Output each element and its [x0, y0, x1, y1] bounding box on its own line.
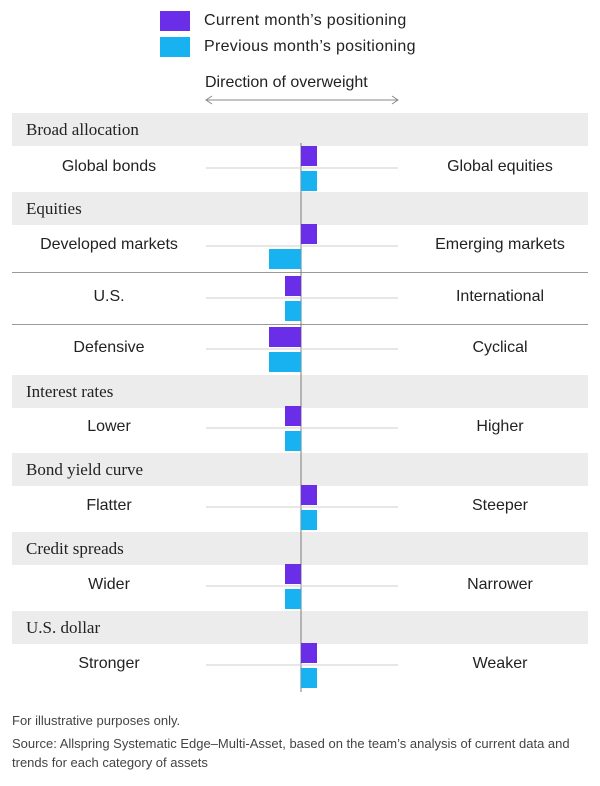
bar-current	[285, 276, 301, 296]
row-divider	[12, 324, 588, 325]
section-header: Equities	[12, 192, 588, 225]
section-header: U.S. dollar	[12, 611, 588, 644]
legend-label-previous: Previous month’s positioning	[204, 38, 416, 55]
row-divider	[12, 272, 588, 273]
bar-current	[269, 327, 301, 347]
bar-previous	[285, 431, 301, 451]
row-right-label: Steeper	[471, 497, 529, 514]
bar-current	[285, 564, 301, 584]
section-header: Broad allocation	[12, 113, 588, 146]
row-right-label: Cyclical	[472, 339, 528, 356]
bar-current	[301, 643, 317, 663]
row-right-label: Narrower	[467, 576, 533, 593]
row-left-label: Global bonds	[61, 158, 157, 175]
row-right-label: Higher	[476, 418, 524, 435]
row-left-label: Flatter	[86, 497, 132, 514]
legend-item-previous: Previous month’s positioning	[160, 37, 416, 57]
section-header: Bond yield curve	[12, 453, 588, 486]
row-left-label: Defensive	[73, 339, 145, 356]
row-right-label: Global equities	[447, 158, 553, 175]
legend-label-current: Current month’s positioning	[204, 12, 407, 29]
row-left-label: Lower	[87, 418, 131, 435]
bar-previous	[269, 249, 301, 269]
bar-previous	[301, 171, 317, 191]
footnote-illustrative: For illustrative purposes only.	[12, 713, 181, 728]
row-left-label: Wider	[88, 576, 130, 593]
direction-arrow	[205, 95, 399, 105]
row-left-label: U.S.	[93, 288, 125, 305]
bar-previous	[301, 668, 317, 688]
section-header: Credit spreads	[12, 532, 588, 565]
section-header: Interest rates	[12, 375, 588, 408]
row-right-label: Weaker	[472, 655, 528, 672]
bar-previous	[285, 589, 301, 609]
legend-item-current: Current month’s positioning	[160, 11, 407, 31]
bar-current	[301, 224, 317, 244]
bar-current	[301, 146, 317, 166]
bar-previous	[269, 352, 301, 372]
footnote-source: Source: Allspring Systematic Edge–Multi-…	[12, 736, 570, 770]
row-left-label: Stronger	[78, 655, 140, 672]
bar-previous	[301, 510, 317, 530]
axis-label: Direction of overweight	[205, 74, 368, 91]
bar-previous	[285, 301, 301, 321]
legend-swatch-previous	[160, 37, 190, 57]
row-left-label: Developed markets	[40, 236, 178, 253]
row-right-label: Emerging markets	[435, 236, 565, 253]
bar-current	[285, 406, 301, 426]
legend-swatch-current	[160, 11, 190, 31]
row-right-label: International	[455, 288, 545, 305]
bar-current	[301, 485, 317, 505]
